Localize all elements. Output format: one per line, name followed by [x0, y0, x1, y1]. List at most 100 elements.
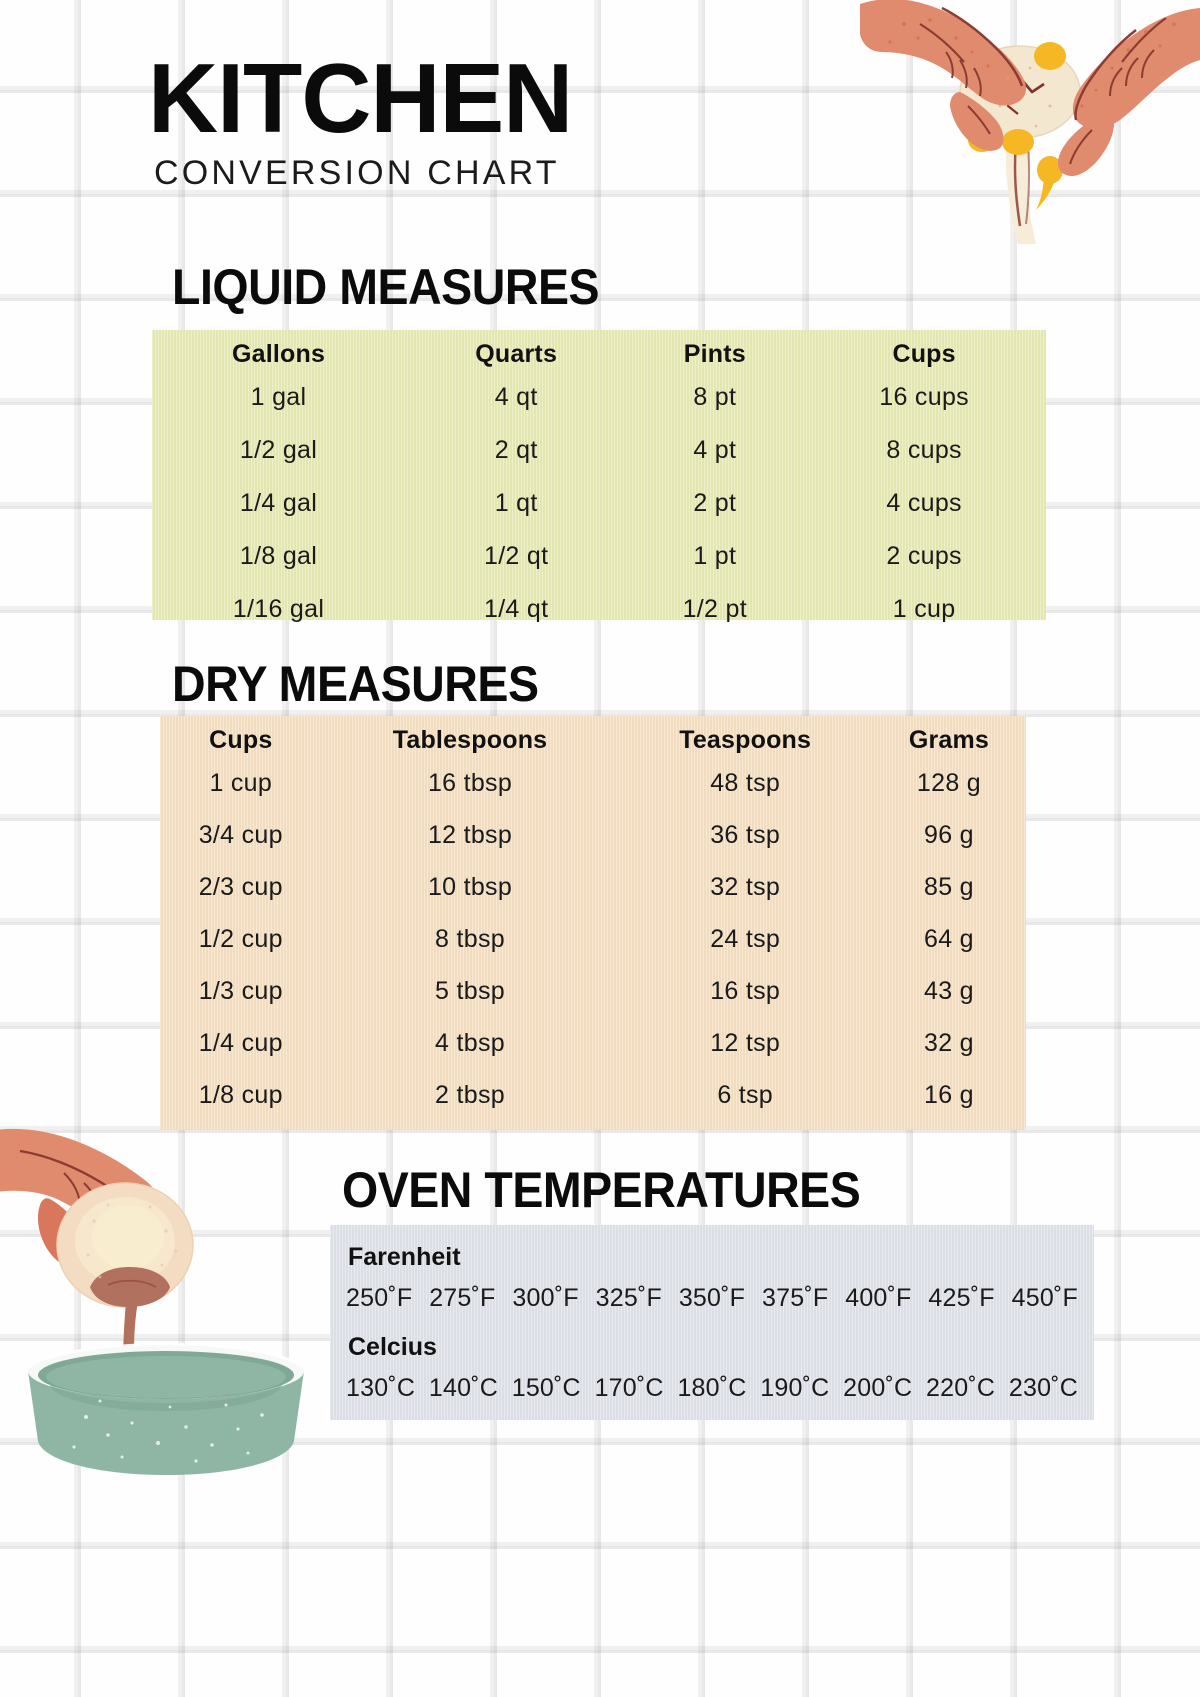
table-row: 1/8 gal 1/2 qt 1 pt 2 cups — [152, 530, 1046, 583]
hands-cracking-egg-illustration — [860, 0, 1200, 244]
liquid-measures-heading: LIQUID MEASURES — [172, 259, 600, 315]
column-header-teaspoons: Teaspoons — [679, 726, 812, 754]
temp-value: 350˚F — [678, 1284, 746, 1312]
cell: 16 cups — [879, 383, 969, 411]
liquid-measures-table: Gallons Quarts Pints Cups 1 gal 4 qt 8 p… — [152, 330, 1046, 636]
temp-value: 170˚C — [594, 1374, 664, 1402]
column-header-pints: Pints — [683, 340, 746, 368]
cell: 1/2 pt — [682, 595, 747, 623]
table-row: 1/2 gal 2 qt 4 pt 8 cups — [152, 424, 1046, 477]
cell: 2 cups — [886, 542, 962, 570]
cell: 2 qt — [494, 436, 538, 464]
table-row: 1/4 cup 4 tbsp 12 tsp 32 g — [160, 1017, 1026, 1069]
temp-value: 230˚C — [1008, 1374, 1078, 1402]
temp-value: 275˚F — [429, 1284, 496, 1312]
cell: 32 tsp — [710, 872, 781, 901]
dry-measures-heading: DRY MEASURES — [172, 656, 539, 712]
cell: 8 cups — [886, 436, 962, 464]
temp-value: 450˚F — [1011, 1284, 1078, 1312]
dry-measures-panel: Cups Tablespoons Teaspoons Grams 1 cup 1… — [160, 716, 1026, 1130]
cell: 1/3 cup — [198, 976, 283, 1005]
temp-value: 180˚C — [677, 1374, 747, 1402]
cell: 96 g — [924, 820, 974, 849]
temp-value: 250˚F — [346, 1284, 413, 1312]
cell: 3/4 cup — [198, 820, 283, 849]
page-title: KITCHEN — [148, 43, 573, 153]
cell: 48 tsp — [710, 768, 781, 797]
cell: 24 tsp — [710, 924, 781, 953]
fahrenheit-label: Farenheit — [348, 1243, 461, 1271]
cell: 1 cup — [892, 595, 956, 623]
table-row: 1 gal 4 qt 8 pt 16 cups — [152, 371, 1046, 424]
cell: 4 pt — [693, 436, 737, 464]
cell: 1/8 gal — [239, 542, 318, 570]
table-row: 1/16 gal 1/4 qt 1/2 pt 1 cup — [152, 583, 1046, 636]
table-row: 2/3 cup 10 tbsp 32 tsp 85 g — [160, 861, 1026, 913]
cell: 4 qt — [494, 383, 538, 411]
temp-value: 375˚F — [762, 1284, 829, 1312]
temp-value: 190˚C — [760, 1374, 830, 1402]
oven-temperatures-heading: OVEN TEMPERATURES — [342, 1162, 861, 1218]
cell: 85 g — [924, 872, 974, 901]
table-row: 3/4 cup 12 tbsp 36 tsp 96 g — [160, 809, 1026, 861]
cell: 1 qt — [494, 489, 538, 517]
temp-value: 300˚F — [512, 1284, 579, 1312]
oven-temperatures-panel: Farenheit 250˚F 275˚F 300˚F 325˚F 350˚F … — [330, 1225, 1094, 1420]
page-header: KITCHEN CONVERSION CHART — [148, 43, 577, 193]
cell: 1 gal — [250, 383, 307, 411]
celsius-row: Celcius 130˚C 140˚C 150˚C 170˚C 180˚C 19… — [346, 1333, 1078, 1403]
cell: 12 tsp — [710, 1028, 781, 1057]
temp-value: 325˚F — [595, 1284, 662, 1312]
temp-value: 140˚C — [428, 1374, 498, 1402]
dry-measures-table: Cups Tablespoons Teaspoons Grams 1 cup 1… — [160, 716, 1026, 1121]
cell: 1/2 qt — [483, 542, 549, 570]
table-row: 1/8 cup 2 tbsp 6 tsp 16 g — [160, 1069, 1026, 1121]
fahrenheit-values: 250˚F 275˚F 300˚F 325˚F 350˚F 375˚F 400˚… — [346, 1284, 1078, 1313]
column-header-tablespoons: Tablespoons — [392, 726, 548, 754]
temp-value: 130˚C — [346, 1374, 416, 1402]
table-row: 1/3 cup 5 tbsp 16 tsp 43 g — [160, 965, 1026, 1017]
table-row: 1/2 cup 8 tbsp 24 tsp 64 g — [160, 913, 1026, 965]
cell: 1/4 cup — [198, 1028, 283, 1057]
column-header-cups: Cups — [892, 340, 956, 368]
cell: 2/3 cup — [198, 872, 283, 901]
cell: 1/2 cup — [198, 924, 283, 953]
cell: 1/8 cup — [198, 1080, 283, 1109]
cell: 16 g — [924, 1080, 974, 1109]
cell: 1 cup — [209, 768, 273, 797]
cell: 6 tsp — [717, 1080, 774, 1109]
temp-value: 220˚C — [926, 1374, 996, 1402]
cell: 2 pt — [693, 489, 737, 517]
cell: 16 tbsp — [427, 768, 513, 797]
cell: 32 g — [924, 1028, 974, 1057]
temp-value: 150˚C — [511, 1374, 581, 1402]
hand-pouring-measuring-cup-into-bowl-illustration — [0, 1128, 304, 1475]
cell: 43 g — [924, 976, 974, 1005]
cell: 36 tsp — [710, 820, 781, 849]
cell: 10 tbsp — [427, 872, 513, 901]
celsius-values: 130˚C 140˚C 150˚C 170˚C 180˚C 190˚C 200˚… — [346, 1374, 1078, 1403]
celsius-label: Celcius — [348, 1333, 437, 1361]
column-header-cups: Cups — [209, 726, 273, 754]
cell: 64 g — [924, 924, 974, 953]
cell: 1/4 gal — [239, 489, 318, 517]
cell: 2 tbsp — [435, 1080, 505, 1109]
temp-value: 400˚F — [845, 1284, 912, 1312]
cell: 8 pt — [693, 383, 737, 411]
cell: 8 tbsp — [435, 924, 505, 953]
column-header-gallons: Gallons — [231, 340, 326, 368]
table-header-row: Cups Tablespoons Teaspoons Grams — [160, 716, 1026, 757]
cell: 5 tbsp — [435, 976, 505, 1005]
cell: 4 cups — [886, 489, 962, 517]
cell: 16 tsp — [710, 976, 781, 1005]
column-header-quarts: Quarts — [475, 340, 558, 368]
table-row: 1 cup 16 tbsp 48 tsp 128 g — [160, 757, 1026, 809]
cell: 128 g — [916, 768, 981, 797]
cell: 1/4 qt — [483, 595, 549, 623]
temp-value: 425˚F — [928, 1284, 995, 1312]
temp-value: 200˚C — [843, 1374, 913, 1402]
cell: 1/16 gal — [232, 595, 325, 623]
table-header-row: Gallons Quarts Pints Cups — [152, 330, 1046, 371]
cell: 1 pt — [693, 542, 737, 570]
